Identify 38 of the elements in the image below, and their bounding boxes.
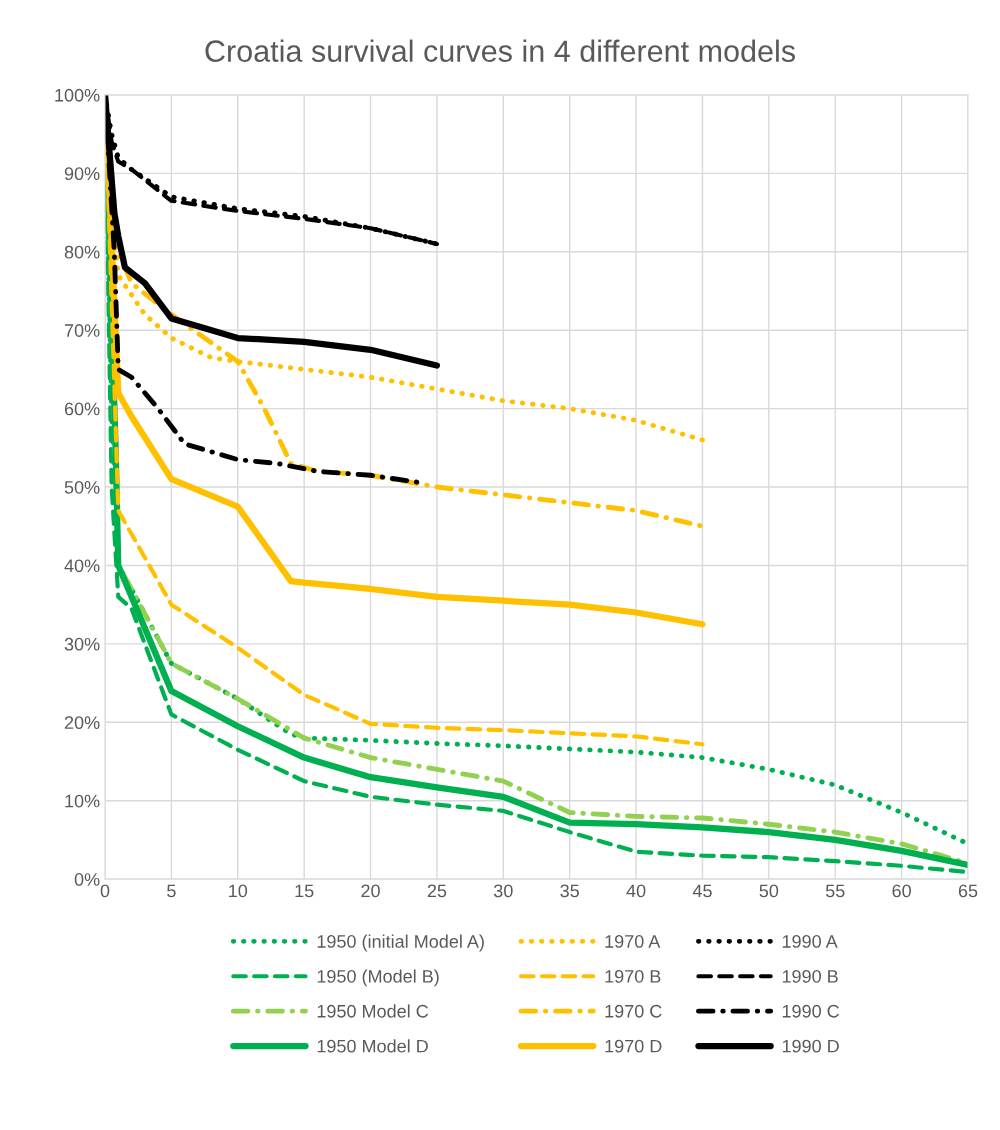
x-tick-label: 50 <box>759 884 779 898</box>
y-tick-label: 70% <box>64 324 100 337</box>
legend-label: 1970 B <box>605 969 661 983</box>
x-tick-label: 45 <box>692 884 712 898</box>
y-tick-label: 60% <box>64 402 100 416</box>
x-tick-label: 30 <box>493 884 513 898</box>
legend-label: 1990 C <box>782 1004 840 1018</box>
legend-label: 1950 Model C <box>317 1004 429 1018</box>
x-tick-label: 40 <box>626 884 646 898</box>
legend-label: 1970 D <box>605 1039 662 1053</box>
x-tick-label: 5 <box>167 884 176 898</box>
legend-label: 1990 B <box>782 969 838 983</box>
legend-label: 1990 A <box>782 935 838 948</box>
legend-label: 1990 D <box>782 1039 839 1053</box>
legend-label: 1970 A <box>605 935 661 948</box>
legend-label: 1970 C <box>605 1004 662 1018</box>
x-tick-label: 25 <box>427 884 447 898</box>
legend-label: 1950 (initial Model A) <box>317 934 484 952</box>
x-tick-label: 0 <box>100 884 110 898</box>
y-tick-label: 30% <box>64 637 100 651</box>
legend-label: 1950 (Model B) <box>317 969 439 987</box>
x-tick-label: 15 <box>295 884 314 898</box>
y-tick-label: 10% <box>65 794 100 808</box>
y-tick-label: 20% <box>64 716 100 730</box>
chart-title: Croatia survival curves in 4 different models <box>205 39 795 62</box>
y-tick-label: 0% <box>74 873 100 886</box>
y-tick-label: 80% <box>64 245 100 259</box>
y-tick-label: 100% <box>55 88 100 102</box>
x-tick-label: 65 <box>958 884 978 898</box>
y-tick-label: 50% <box>64 480 100 494</box>
y-tick-label: 40% <box>64 559 100 573</box>
legend-label: 1950 Model D <box>317 1039 428 1053</box>
x-tick-label: 35 <box>560 884 579 898</box>
x-tick-label: 10 <box>229 884 248 898</box>
x-tick-label: 60 <box>892 884 911 898</box>
y-tick-label: 90% <box>64 167 100 181</box>
x-tick-label: 20 <box>361 884 380 898</box>
x-tick-label: 55 <box>825 884 845 898</box>
